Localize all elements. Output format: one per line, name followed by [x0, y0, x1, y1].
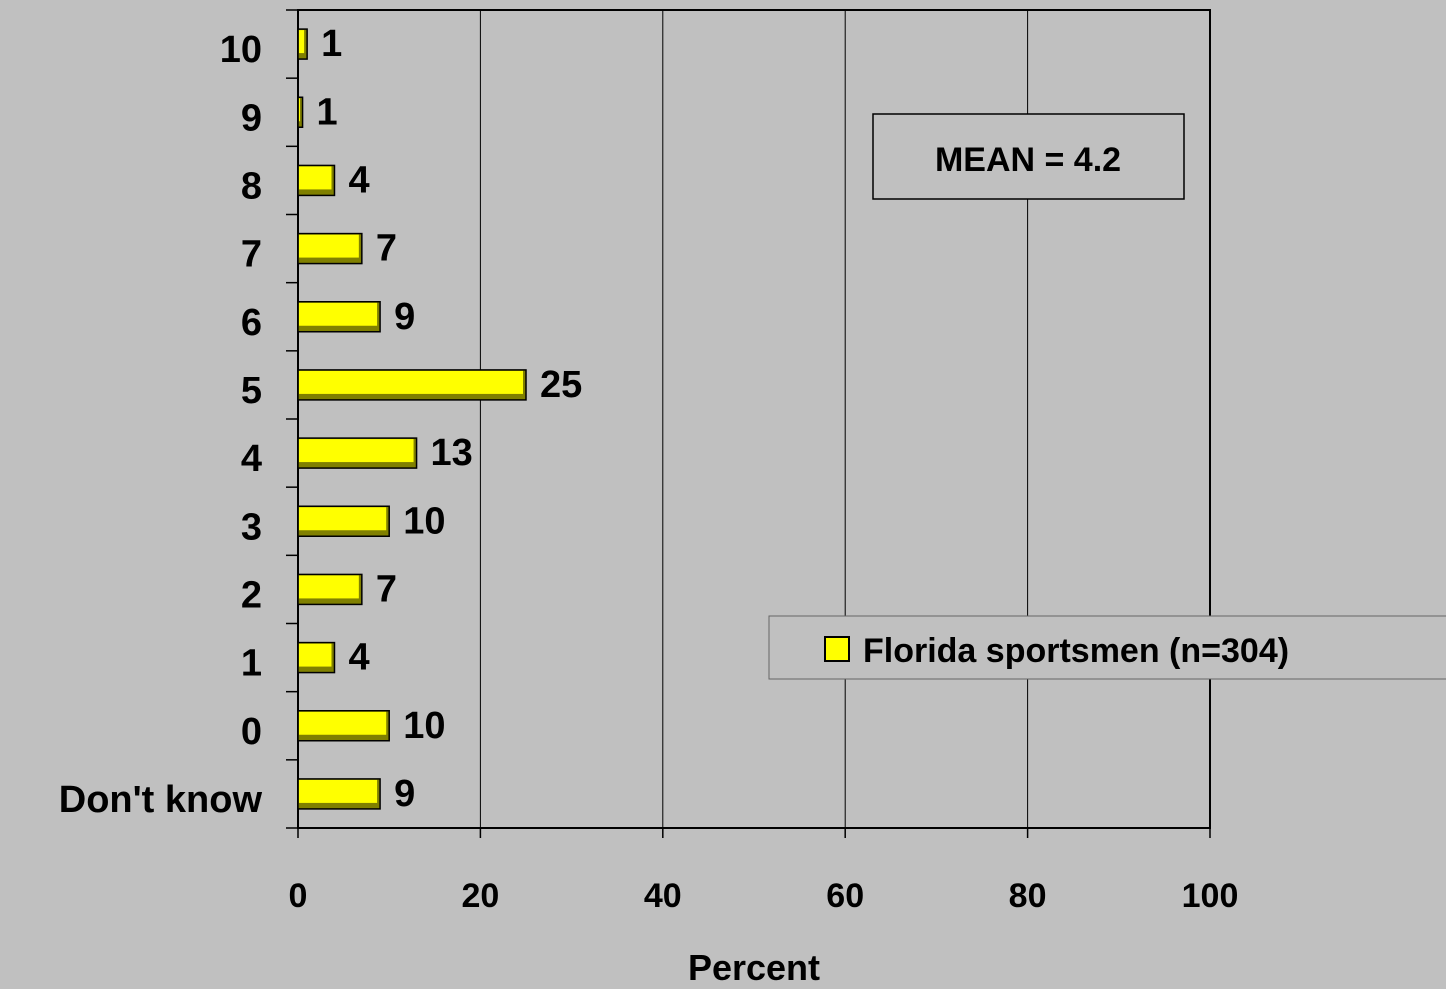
bar-value-label: 1: [321, 23, 342, 65]
category-label: 8: [241, 165, 262, 207]
x-tick-label: 40: [644, 877, 682, 915]
x-axis-tick-labels: 0 20 40 60 80 100: [289, 877, 1239, 915]
bar: [297, 505, 390, 537]
bar: [297, 28, 308, 60]
category-label: 2: [241, 574, 262, 616]
y-axis-ticks: [286, 9, 298, 829]
category-label: Don't know: [59, 779, 263, 821]
bar-value-label: 9: [394, 296, 415, 338]
x-tick-label: 60: [826, 877, 864, 915]
category-label: 1: [241, 643, 262, 685]
bar-value-label: 7: [376, 568, 397, 610]
bar: [297, 369, 527, 401]
category-label: 0: [241, 711, 262, 753]
bar: [297, 641, 336, 674]
bar: [297, 301, 381, 333]
bar: [297, 778, 381, 810]
category-label: 9: [241, 97, 262, 139]
bar-value-label: 10: [403, 705, 445, 747]
category-label: 5: [241, 370, 262, 412]
legend-label: Florida sportsmen (n=304): [863, 632, 1289, 670]
legend: Florida sportsmen (n=304): [768, 615, 1446, 680]
bar: [297, 96, 304, 128]
bar-value-label: 25: [540, 364, 582, 406]
x-tick-label: 20: [461, 877, 499, 915]
bar: [297, 164, 336, 197]
bar-value-label: 4: [348, 637, 369, 679]
legend-swatch: [824, 636, 850, 662]
x-tick-label: 0: [289, 877, 308, 915]
category-label: 6: [241, 302, 262, 344]
category-label: 4: [241, 438, 262, 480]
category-label: 7: [241, 234, 262, 276]
grid-lines: [297, 10, 1211, 838]
bar-value-label: 1: [317, 91, 338, 133]
x-tick-label: 100: [1182, 877, 1239, 915]
bar: [297, 710, 390, 742]
bar: [297, 437, 418, 469]
bar-value-label: 4: [348, 159, 369, 201]
x-axis-label: Percent: [688, 947, 820, 988]
x-tick-label: 80: [1009, 877, 1047, 915]
bars: [297, 28, 527, 810]
mean-annotation: MEAN = 4.2: [935, 141, 1121, 179]
category-label: 3: [241, 506, 262, 548]
bar-value-label: 7: [376, 228, 397, 270]
bar-value-label: 9: [394, 773, 415, 815]
bar: [297, 573, 363, 606]
category-label: 10: [220, 29, 262, 71]
bar-value-label: 10: [403, 500, 445, 542]
mean-annotation-box: MEAN = 4.2: [872, 113, 1185, 200]
bar: [297, 232, 363, 265]
bar-value-label: 13: [431, 432, 473, 474]
